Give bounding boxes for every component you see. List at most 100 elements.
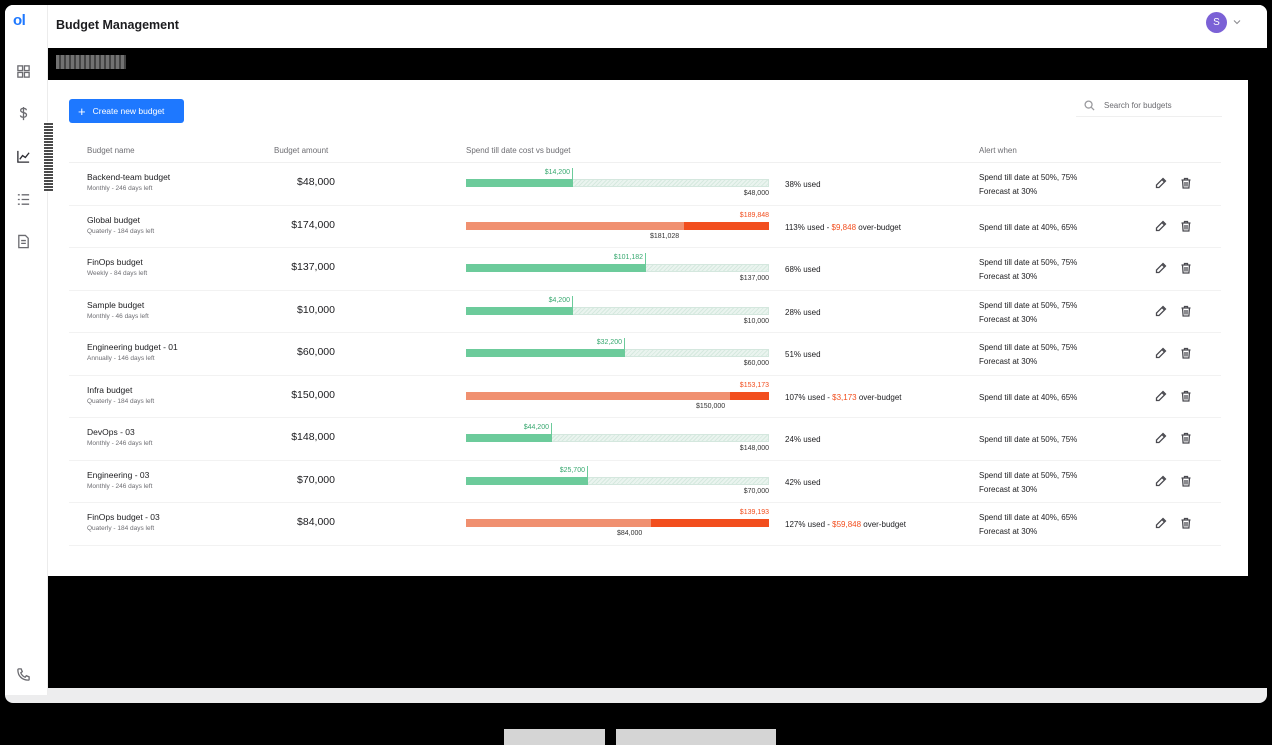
dollar-icon[interactable] [14,104,32,122]
budget-amount: $60,000 [297,346,335,358]
trash-icon[interactable] [1179,474,1193,488]
sidebar: ol [5,5,48,695]
alert-spend-rule: Spend till date at 50%, 75% [979,173,1078,182]
table-row[interactable]: FinOps budget Weekly - 84 days left $137,0… [69,248,1221,291]
trash-icon[interactable] [1179,304,1193,318]
spend-vs-budget-bar: $25,700 $70,000 [466,465,769,495]
search-input[interactable] [1104,101,1214,110]
app-logo[interactable]: ol [13,12,26,29]
edit-icon[interactable] [1154,346,1168,360]
over-budget-excess [730,391,769,400]
alert-forecast-rule: Forecast at 30% [979,527,1038,536]
chevron-down-icon[interactable] [1233,18,1241,26]
budget-amount: $174,000 [291,218,335,231]
table-row[interactable]: Engineering budget - 01 Annually - 146 da… [69,333,1221,376]
trash-icon[interactable] [1179,346,1193,360]
spend-vs-budget-bar: $153,173 $150,000 [466,382,769,410]
edit-icon[interactable] [1154,176,1168,190]
alert-forecast-rule: Forecast at 30% [979,314,1038,324]
avatar[interactable]: S [1206,12,1227,33]
table-row[interactable]: Global budget Quaterly - 184 days left $17… [69,206,1221,248]
budget-name[interactable]: DevOps - 03 [87,427,135,437]
trash-icon[interactable] [1179,516,1193,530]
spend-marker [572,295,573,315]
search-box [1076,95,1222,117]
spend-vs-budget-bar: $32,200 $60,000 [466,338,769,367]
create-budget-button[interactable]: + Create new budget [69,99,184,123]
trash-icon[interactable] [1179,431,1193,445]
alert-spend-rule: Spend till date at 50%, 75% [979,258,1078,267]
table-row[interactable]: Engineering - 03 Monthly - 246 days left $… [69,461,1221,503]
trash-icon[interactable] [1179,219,1193,233]
list-icon[interactable] [14,190,32,208]
spend-bar [466,476,587,485]
budget-name[interactable]: FinOps budget - 03 [87,512,160,522]
table-row[interactable]: Sample budget Monthly - 46 days left $10,0… [69,291,1221,333]
budget-name[interactable]: Sample budget [87,299,145,310]
usage-text: 51% used [785,350,821,359]
edit-icon[interactable] [1154,474,1168,488]
create-budget-label: Create new budget [92,106,165,116]
budget-name[interactable]: Backend-team budget [87,172,171,182]
table-row[interactable]: Infra budget Quaterly - 184 days left $150… [69,376,1221,418]
over-budget-excess [684,221,769,230]
budget-amount: $84,000 [297,516,335,528]
usage-percent: 107% used - [785,392,833,402]
usage-text: 113% used - $9,848 over-budget [785,223,901,232]
edit-icon[interactable] [1154,261,1168,275]
spend-label: $25,700 [559,466,585,474]
column-header-amount[interactable]: Budget amount [274,146,329,155]
budget-amount: $10,000 [297,303,335,316]
budget-name[interactable]: Engineering budget - 01 [87,342,178,352]
budget-period: Quaterly - 184 days left [87,525,155,532]
table-row[interactable]: Backend-team budget Monthly - 246 days le… [69,163,1221,206]
spend-vs-budget-bar: $139,193 $84,000 [466,509,769,537]
edit-icon[interactable] [1154,431,1168,445]
budget-name[interactable]: Global budget [87,214,140,225]
spend-vs-budget-bar: $44,200 $148,000 [466,423,769,452]
budget-name[interactable]: FinOps budget [87,257,143,267]
budget-period: Monthly - 246 days left [87,185,153,192]
budget-name[interactable]: Engineering - 03 [87,469,150,480]
edit-icon[interactable] [1154,304,1168,318]
plus-icon: + [78,103,86,119]
spend-label: $139,193 [739,509,769,516]
over-budget-excess [651,519,769,527]
trash-icon[interactable] [1179,176,1193,190]
bottom-block-right [616,729,776,745]
spend-label: $4,200 [548,296,570,304]
budget-amount: $48,000 [297,176,335,188]
budget-marker-label: $84,000 [617,530,643,537]
phone-icon[interactable] [14,665,32,683]
budget-period: Monthly - 46 days left [87,312,149,320]
budget-period: Weekly - 84 days left [87,270,148,277]
column-header-name[interactable]: Budget name [87,146,135,155]
dashboard-icon[interactable] [14,62,32,80]
over-budget-suffix: over-budget [861,520,906,529]
trash-icon[interactable] [1179,389,1193,403]
chart-icon[interactable] [14,147,32,165]
spend-bar [466,434,551,442]
over-budget-suffix: over-budget [856,392,902,402]
budget-label: $137,000 [739,275,769,282]
edit-icon[interactable] [1154,516,1168,530]
alert-forecast-rule: Forecast at 30% [979,357,1038,366]
budget-label: $148,000 [739,445,769,452]
spend-label: $44,200 [523,424,549,431]
budget-label: $48,000 [743,190,769,197]
edit-icon[interactable] [1154,389,1168,403]
table-row[interactable]: DevOps - 03 Monthly - 246 days left $148,0… [69,418,1221,461]
trash-icon[interactable] [1179,261,1193,275]
document-icon[interactable] [14,232,32,250]
table-header: Budget name Budget amount Spend till dat… [69,137,1221,163]
spend-bar [466,306,572,315]
spend-label: $14,200 [544,169,570,176]
bottom-block-left [504,729,605,745]
edit-icon[interactable] [1154,219,1168,233]
budget-period: Annually - 146 days left [87,355,155,362]
alert-spend-rule: Spend till date at 40%, 65% [979,392,1078,402]
budget-name[interactable]: Infra budget [87,384,133,395]
top-bar: Budget Management S [48,5,1267,48]
table-row[interactable]: FinOps budget - 03 Quaterly - 184 days le… [69,503,1221,546]
over-budget-amount: $9,848 [831,222,857,232]
